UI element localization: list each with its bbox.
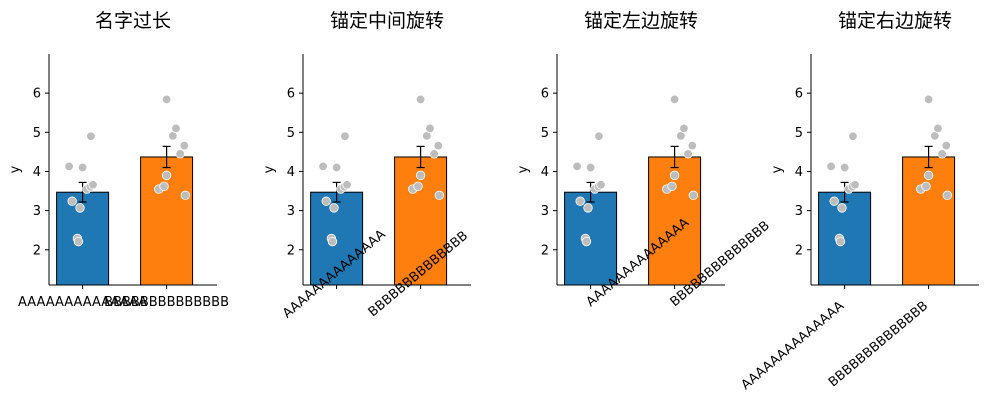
- data-point: [848, 131, 858, 141]
- x-tick-label: BBBBBBBBBBBBBB: [104, 295, 229, 310]
- chart-title: 名字过长: [95, 10, 171, 32]
- data-point: [837, 203, 847, 213]
- data-point: [73, 236, 84, 247]
- data-point: [77, 162, 88, 173]
- y-tick-label: 4: [795, 165, 803, 180]
- y-tick-label: 2: [795, 243, 803, 258]
- data-point: [581, 236, 592, 247]
- x-tick-label: AAAAAAAAAAAAAA: [18, 295, 147, 310]
- y-tick-label: 5: [33, 126, 41, 141]
- data-point: [829, 196, 839, 206]
- data-point: [921, 181, 931, 192]
- data-point: [415, 170, 426, 181]
- y-tick-label: 6: [541, 87, 549, 102]
- y-tick-label: 5: [287, 126, 295, 141]
- chart-title: 锚定左边旋转: [584, 10, 698, 32]
- data-point: [429, 149, 439, 159]
- chart-title: 锚定中间旋转: [330, 10, 444, 32]
- data-point: [835, 236, 846, 247]
- data-point: [327, 236, 338, 247]
- y-tick-label: 3: [795, 204, 803, 219]
- data-point: [688, 190, 699, 201]
- data-point: [179, 140, 189, 151]
- data-point: [937, 149, 947, 159]
- data-point: [318, 161, 328, 172]
- y-tick-label: 6: [287, 87, 295, 102]
- y-axis-label: y: [8, 165, 23, 173]
- data-point: [669, 170, 680, 181]
- y-tick-label: 3: [541, 204, 549, 219]
- y-tick-label: 5: [541, 126, 549, 141]
- data-point: [321, 196, 331, 206]
- data-point: [64, 161, 74, 172]
- data-point: [413, 181, 423, 192]
- data-point: [933, 123, 943, 134]
- data-point: [572, 161, 582, 172]
- data-point: [425, 123, 435, 134]
- data-point: [180, 190, 191, 201]
- data-point: [594, 131, 604, 141]
- data-point: [331, 162, 342, 173]
- data-point: [596, 180, 606, 190]
- data-point: [687, 140, 697, 151]
- y-tick-label: 6: [33, 87, 41, 102]
- data-point: [669, 94, 680, 105]
- data-point: [942, 190, 953, 201]
- y-axis-label: y: [770, 165, 785, 173]
- chart-title: 锚定右边旋转: [838, 10, 952, 32]
- data-point: [434, 190, 445, 201]
- y-axis-label: y: [262, 165, 277, 173]
- y-axis-label: y: [516, 165, 531, 173]
- data-point: [171, 123, 181, 134]
- y-tick-label: 2: [33, 243, 41, 258]
- data-point: [415, 94, 426, 105]
- y-tick-label: 3: [33, 204, 41, 219]
- data-point: [585, 162, 596, 173]
- data-point: [161, 94, 172, 105]
- data-point: [667, 181, 677, 192]
- y-tick-label: 4: [287, 165, 295, 180]
- data-point: [175, 149, 185, 159]
- data-point: [329, 203, 339, 213]
- data-point: [923, 94, 934, 105]
- y-tick-label: 2: [541, 243, 549, 258]
- data-point: [342, 180, 352, 190]
- data-point: [433, 140, 443, 151]
- data-point: [86, 131, 96, 141]
- data-point: [575, 196, 585, 206]
- data-point: [941, 140, 951, 151]
- data-point: [75, 203, 85, 213]
- y-tick-label: 6: [795, 87, 803, 102]
- data-point: [839, 162, 850, 173]
- data-point: [679, 123, 689, 134]
- data-point: [161, 170, 172, 181]
- data-point: [923, 170, 934, 181]
- data-point: [583, 203, 593, 213]
- data-point: [826, 161, 836, 172]
- data-point: [340, 131, 350, 141]
- y-tick-label: 2: [287, 243, 295, 258]
- data-point: [88, 180, 98, 190]
- data-point: [67, 196, 77, 206]
- data-point: [683, 149, 693, 159]
- bar-2: [394, 156, 448, 286]
- y-tick-label: 4: [541, 165, 549, 180]
- data-point: [159, 181, 169, 192]
- y-tick-label: 4: [33, 165, 41, 180]
- data-point: [850, 180, 860, 190]
- y-tick-label: 5: [795, 126, 803, 141]
- y-tick-label: 3: [287, 204, 295, 219]
